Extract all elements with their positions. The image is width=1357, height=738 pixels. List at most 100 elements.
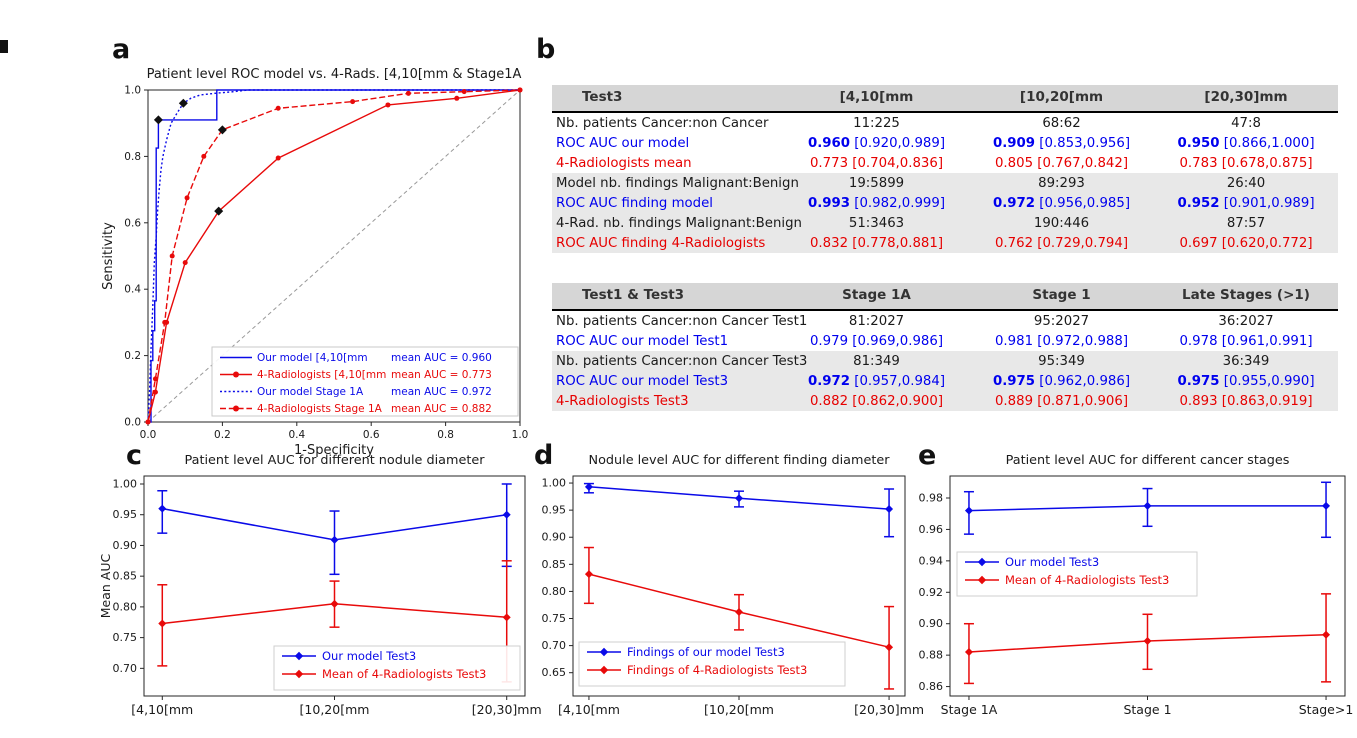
legend-marker	[977, 557, 987, 567]
legend-label: Mean of 4-Radiologists Test3	[1005, 573, 1169, 587]
table-header-cell: [10,20[mm	[969, 85, 1154, 114]
x-tick-label: Stage 1	[1123, 702, 1171, 717]
data-point-marker	[405, 90, 411, 96]
data-point-marker	[184, 195, 190, 201]
roc-curve	[148, 89, 520, 423]
x-tick-label: [20,30]mm	[854, 702, 924, 717]
test1-test3-by-stage-table: Test1 & Test3 Stage 1A Stage 1 Late Stages …	[552, 283, 1338, 412]
legend-label: 4-Radiologists Stage 1A	[257, 403, 383, 415]
legend-auc-value: mean AUC = 0.960	[391, 352, 492, 364]
legend-marker	[599, 665, 609, 675]
value-cell: 0.882 [0.862,0.900]	[809, 393, 944, 409]
y-tick-label: 0.75	[113, 631, 138, 644]
y-tick-label: 0.90	[542, 531, 567, 544]
y-tick-label: 1.0	[124, 85, 141, 97]
table-header-cell: Late Stages (>1)	[1154, 283, 1338, 312]
test3-diameter-table: Test3 [4,10[mm [10,20[mm [20,30]mm Nb. patie…	[552, 85, 1338, 254]
table-row: 4-Radiologists Test3 0.882 [0.862,0.900] 0…	[552, 391, 1338, 412]
row-label: Nb. patients Cancer:non Cancer Test1	[556, 313, 808, 329]
y-tick-label: 1.00	[113, 477, 138, 490]
data-point-marker	[158, 619, 167, 628]
data-point-marker	[275, 105, 281, 111]
y-tick-label: 1.00	[542, 477, 567, 490]
x-axis-label: 1-Specificity	[294, 443, 374, 458]
data-point-marker	[158, 504, 167, 513]
data-point-marker	[885, 505, 894, 514]
data-point-marker	[330, 535, 339, 544]
value-cell: 89:293	[1038, 175, 1085, 191]
y-tick-label: 0.80	[542, 585, 567, 598]
value-cell: 0.981 [0.972,0.988]	[994, 333, 1129, 349]
value-cell: 0.950 [0.866,1.000]	[1177, 135, 1315, 151]
value-cell: 81:349	[853, 353, 900, 369]
legend-auc-value: mean AUC = 0.972	[391, 386, 492, 398]
panel-letter-a: a	[112, 34, 131, 65]
table-row: ROC AUC our model Test3 0.972 [0.957,0.98…	[552, 371, 1338, 392]
legend-marker	[233, 371, 239, 378]
value-cell: 95:2027	[1033, 313, 1090, 329]
panel-letter-c: c	[126, 440, 143, 471]
value-cell: 190:446	[1033, 215, 1090, 231]
data-point-marker	[502, 510, 511, 519]
panel-letter-d: d	[534, 440, 554, 471]
roc-curve	[147, 89, 521, 423]
table-header-cell: [4,10[mm	[784, 85, 969, 114]
value-cell: 0.762 [0.729,0.794]	[994, 235, 1129, 251]
x-tick-label: 0.6	[363, 429, 380, 441]
data-point-marker	[735, 608, 743, 617]
y-tick-label: 0.70	[542, 639, 567, 652]
table-row: ROC AUC finding 4-Radiologists 0.832 [0.7…	[552, 233, 1338, 254]
y-tick-label: 0.94	[919, 554, 944, 567]
row-label: Nb. patients Cancer:non Cancer Test3	[556, 353, 808, 369]
value-cell: 0.832 [0.778,0.881]	[809, 235, 944, 251]
legend-marker	[294, 669, 304, 679]
chart-title: Nodule level AUC for different finding d…	[589, 453, 891, 468]
patient-auc-cancer-stage-chart: Patient level AUC for different cancer s…	[919, 453, 1354, 717]
roc-chart-panel-a: Patient level ROC model vs. 4-Rads. [4,1…	[101, 67, 528, 458]
value-cell: 0.972 [0.956,0.985]	[992, 195, 1131, 211]
data-point-marker	[454, 95, 460, 101]
y-tick-label: 0.80	[113, 600, 138, 613]
legend-auc-value: mean AUC = 0.773	[391, 369, 492, 381]
nodule-auc-finding-diameter-chart: Nodule level AUC for different finding d…	[542, 453, 925, 717]
x-tick-label: 0.0	[140, 429, 157, 441]
operating-point-diamond	[214, 206, 224, 216]
data-point-marker	[964, 506, 973, 515]
panel-letter-b: b	[536, 34, 556, 65]
y-tick-label: 0.98	[919, 492, 944, 505]
row-label: ROC AUC finding model	[556, 195, 713, 211]
patient-auc-nodule-diameter-chart: Patient level AUC for different nodule d…	[98, 453, 542, 717]
operating-point-diamond	[217, 125, 227, 135]
legend-label: Our model Test3	[322, 649, 416, 663]
row-label: ROC AUC our model	[556, 135, 690, 151]
row-label: Nb. patients Cancer:non Cancer	[556, 115, 769, 131]
data-point-marker	[517, 87, 523, 93]
row-label: Model nb. findings Malignant:Benign	[556, 175, 799, 191]
table-header-cell: Stage 1	[969, 283, 1154, 312]
y-tick-label: 0.95	[113, 508, 138, 521]
y-tick-label: 0.75	[542, 612, 567, 625]
value-cell: 87:57	[1226, 215, 1266, 231]
data-point-marker	[162, 319, 168, 325]
data-point-marker	[385, 102, 391, 108]
row-label: 4-Radiologists mean	[556, 155, 692, 171]
row-label: 4-Radiologists Test3	[556, 393, 689, 409]
value-cell: 19:5899	[848, 175, 905, 191]
y-tick-label: 0.6	[124, 217, 141, 229]
x-tick-label: Stage>1	[1299, 702, 1354, 717]
value-cell: 0.909 [0.853,0.956]	[992, 135, 1131, 151]
table-header-cell: Test1 & Test3	[552, 283, 784, 312]
table-row: Nb. patients Cancer:non Cancer 11:225 68:6…	[552, 112, 1338, 133]
chance-diagonal-line	[147, 89, 521, 423]
value-cell: 26:40	[1226, 175, 1266, 191]
data-point-marker	[182, 260, 188, 266]
y-tick-label: 0.90	[113, 539, 138, 552]
y-tick-label: 0.85	[542, 558, 567, 571]
data-point-marker	[461, 89, 467, 95]
data-point-marker	[502, 613, 511, 622]
legend-label: Our model [4,10[mm	[257, 352, 368, 364]
row-label: ROC AUC finding 4-Radiologists	[556, 235, 766, 251]
x-tick-label: 0.4	[288, 429, 305, 441]
y-tick-label: 0.86	[919, 680, 944, 693]
value-cell: 11:225	[853, 115, 900, 131]
